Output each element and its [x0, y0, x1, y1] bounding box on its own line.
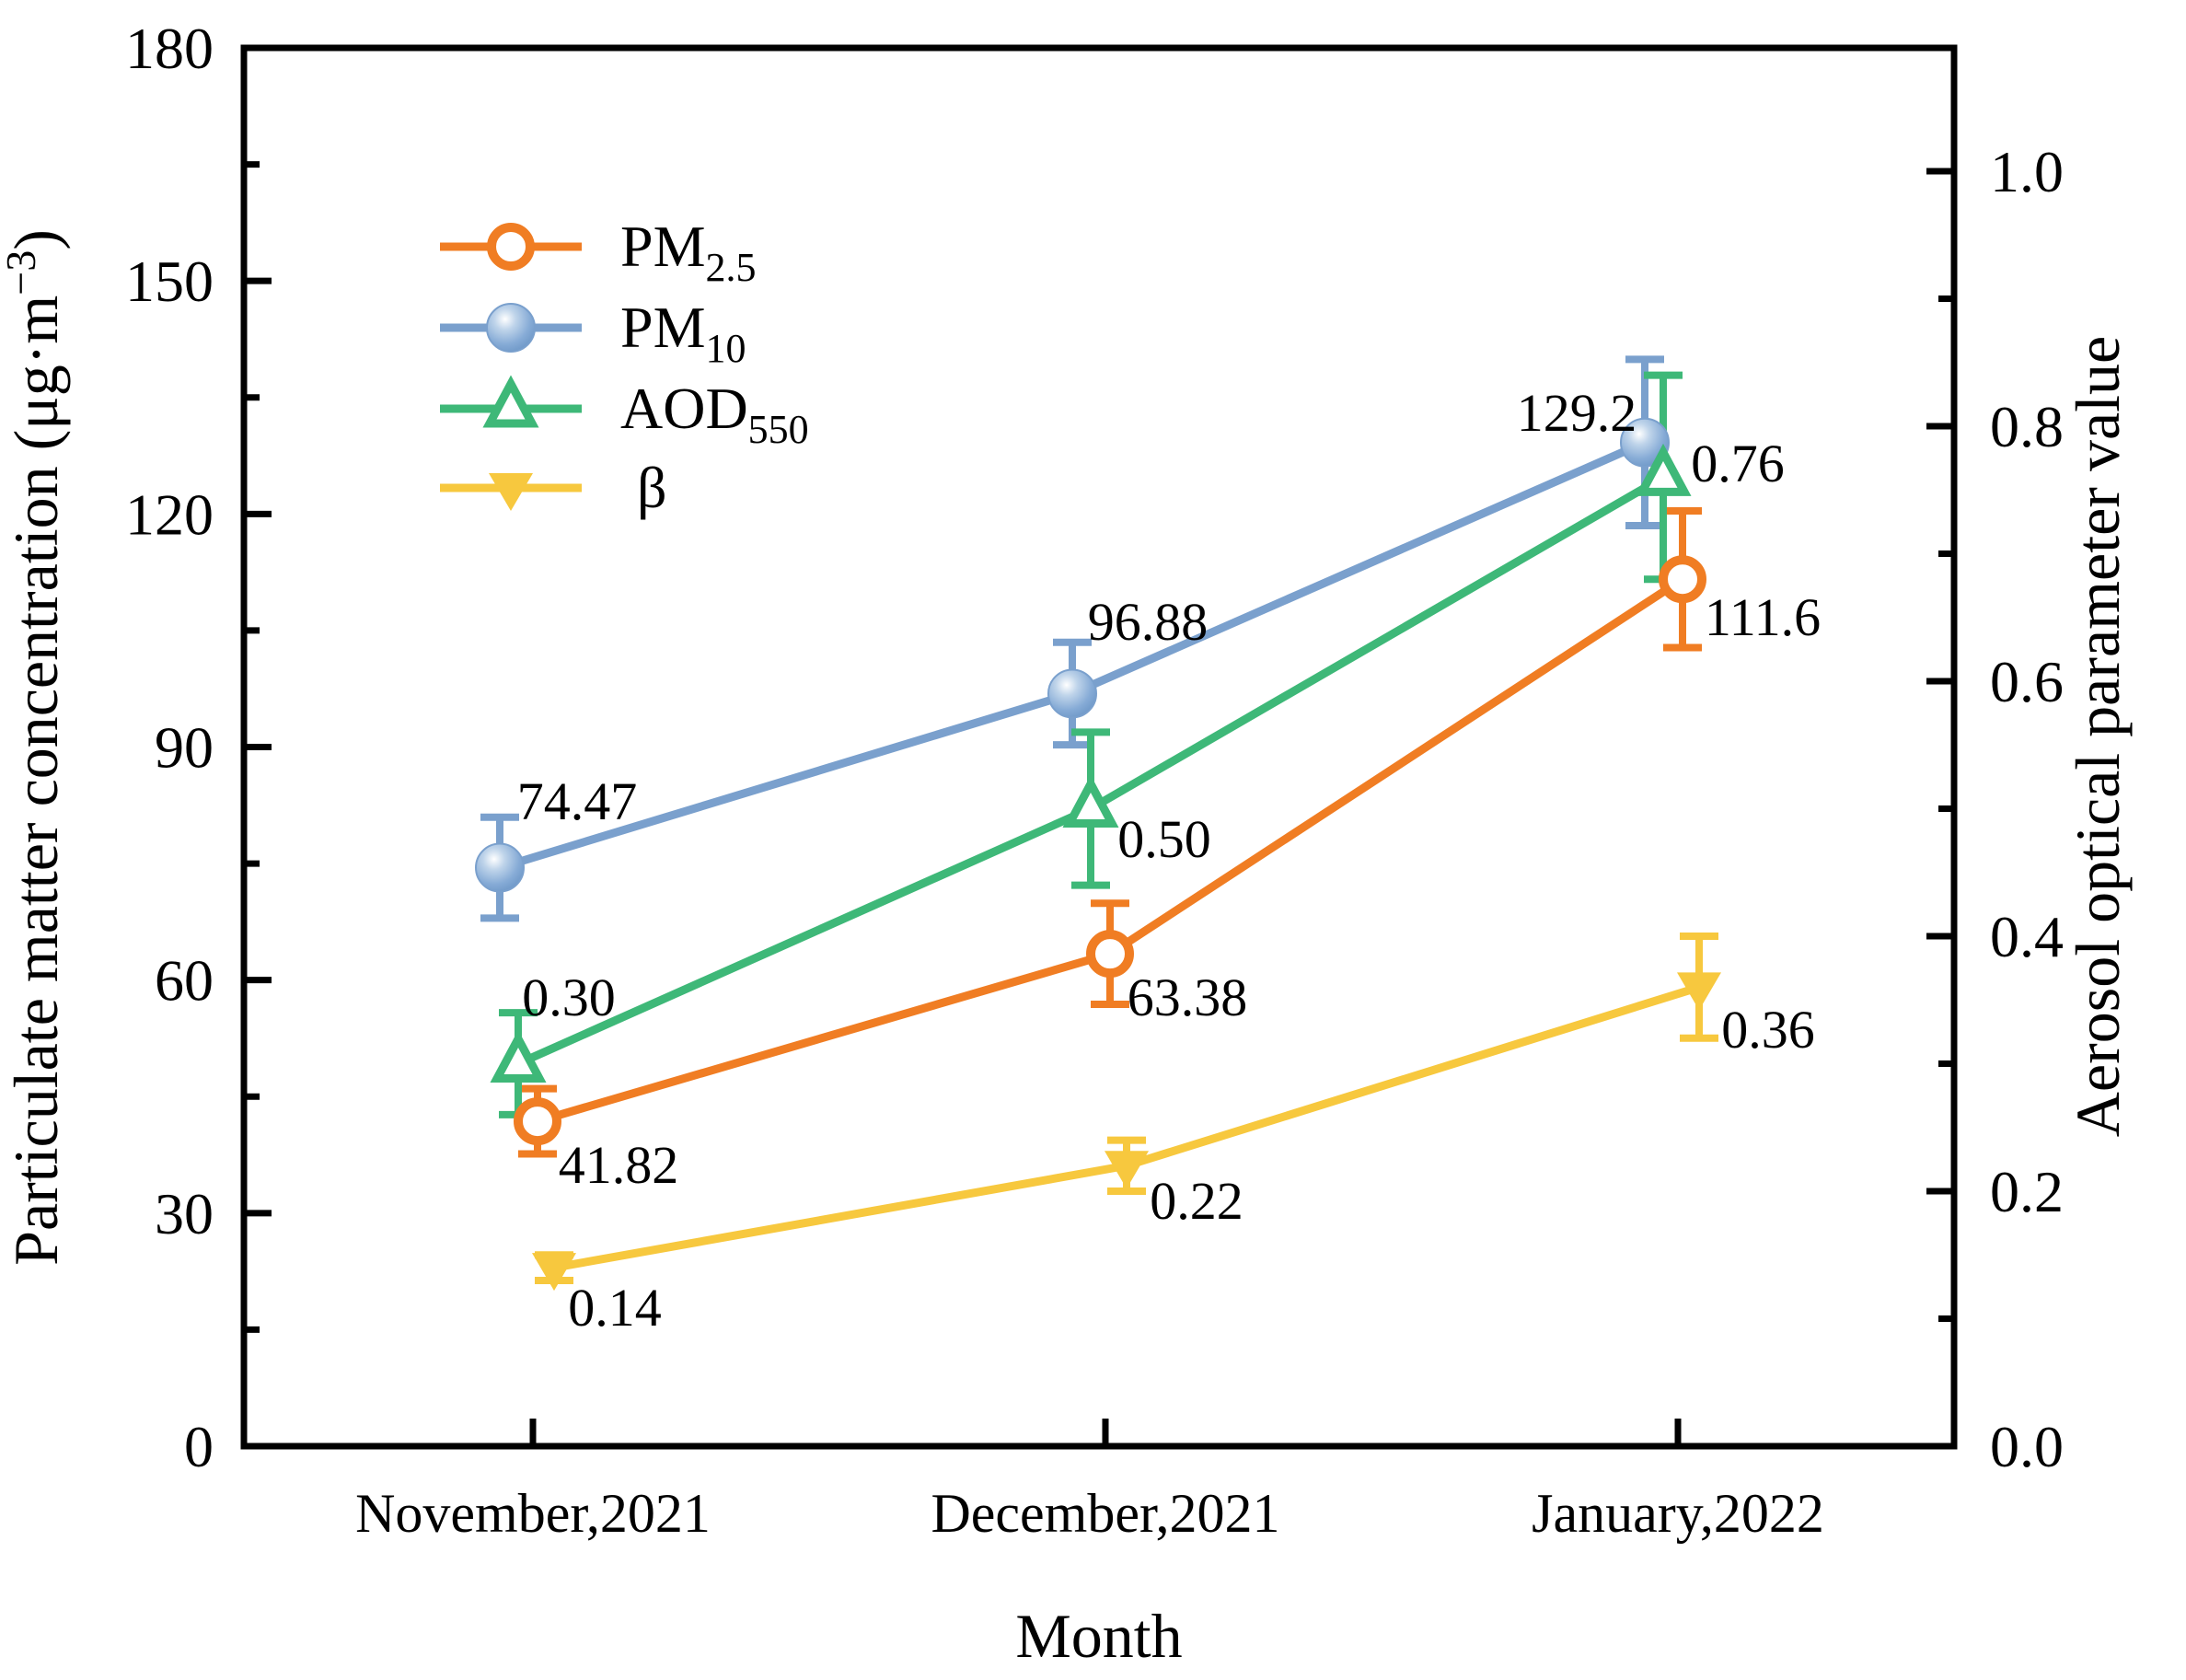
left-axis-tick-label: 150: [125, 249, 214, 314]
marker-open-triangle-up: [1635, 443, 1692, 496]
marker-open-triangle-up: [490, 1029, 547, 1083]
right-axis-tick-label: 0.8: [1990, 394, 2064, 459]
axis-ticks: [244, 44, 1954, 1450]
point-label-pm25: 63.38: [1128, 967, 1248, 1027]
left-axis-title: Particulate matter concentration (μg·m−3…: [0, 229, 71, 1266]
marker-ball-circle: [1047, 668, 1097, 719]
x-axis-category-label: January,2022: [1532, 1483, 1824, 1544]
marker-open-circle: [514, 1097, 561, 1146]
left-axis-tick-label: 120: [125, 481, 214, 547]
legend-label: PM10: [620, 295, 746, 371]
markers-pm10: [475, 417, 1670, 893]
point-label-aod550: 0.50: [1117, 809, 1211, 869]
legend-label-main: AOD: [620, 376, 748, 441]
point-label-aod550: 0.76: [1691, 434, 1785, 493]
point-label-aod550: 0.30: [522, 967, 616, 1027]
legend-label: AOD550: [620, 376, 809, 452]
left-axis-tick-label: 60: [155, 948, 214, 1014]
marker-filled-triangle-down: [1105, 1151, 1149, 1189]
marker-filled-triangle-down: [532, 1253, 576, 1292]
left-axis-tick-label: 90: [155, 715, 214, 781]
left-axis-title-part: ): [1, 229, 71, 250]
point-label-beta: 0.36: [1721, 1000, 1815, 1060]
left-axis-tick-label: 0: [184, 1414, 214, 1479]
left-axis-tick-label: 180: [125, 16, 214, 81]
legend-item-beta: β: [440, 455, 667, 520]
data-series: 41.82 63.38 111.6 74.47 96.88 129.2 0.30 0.50 0.…: [475, 355, 1821, 1338]
legend-label: PM2.5: [620, 214, 757, 290]
marker-ball-circle: [1620, 417, 1670, 468]
legend-label-sub: 10: [706, 326, 746, 371]
legend-item-aod550: AOD550: [440, 375, 809, 452]
marker-ball-circle: [475, 842, 525, 893]
marker-ball-circle: [486, 303, 536, 353]
axis-text: 0 30 60 90 120 150 180 0.0 0.2 0.4 0.6 0.8 1.0 Novemb…: [0, 16, 2133, 1671]
markers-pm25: [514, 555, 1706, 1146]
legend-label-sub: 550: [748, 407, 809, 452]
x-axis-category-label: December,2021: [931, 1483, 1279, 1544]
point-label-pm10: 96.88: [1088, 592, 1209, 652]
left-axis-title-part: Particulate matter concentration (μg·m: [1, 295, 71, 1266]
marker-open-triangle-up: [482, 375, 539, 428]
right-axis-tick-label: 1.0: [1990, 139, 2064, 204]
point-label-beta: 0.14: [568, 1278, 662, 1338]
point-label-pm25: 41.82: [559, 1135, 679, 1195]
marker-open-circle: [487, 223, 535, 271]
series-line-pm25: [533, 574, 1687, 1126]
right-axis-tick-label: 0.0: [1990, 1414, 2064, 1479]
legend-label: β: [637, 455, 667, 520]
point-label-beta: 0.22: [1150, 1171, 1243, 1231]
legend-label-sub: 2.5: [706, 245, 757, 290]
point-label-pm10: 74.47: [517, 771, 638, 831]
x-axis-title: Month: [1015, 1601, 1182, 1671]
marker-open-triangle-up: [1062, 774, 1119, 828]
marker-filled-triangle-down: [489, 473, 533, 511]
right-axis-tick-label: 0.2: [1990, 1159, 2064, 1224]
marker-open-circle: [1086, 930, 1134, 979]
x-axis-category-label: November,2021: [355, 1483, 711, 1544]
legend-label-main: β: [637, 455, 667, 520]
legend-label-main: PM: [620, 214, 706, 279]
point-label-pm10: 129.2: [1517, 383, 1637, 443]
legend-item-pm25: PM2.5: [440, 214, 757, 290]
error-bars-pm10: [480, 355, 1664, 922]
right-axis-tick-label: 0.6: [1990, 649, 2064, 714]
marker-open-circle: [1659, 555, 1706, 604]
right-axis-tick-label: 0.4: [1990, 904, 2064, 969]
series-line-beta: [549, 982, 1704, 1272]
left-axis-tick-label: 30: [155, 1181, 214, 1246]
markers-beta: [532, 972, 1721, 1292]
markers-aod550: [490, 443, 1692, 1083]
legend-item-pm10: PM10: [440, 295, 746, 371]
legend-label-main: PM: [620, 295, 706, 360]
left-axis-title-part: −3: [0, 250, 44, 295]
right-axis-title: Aerosol optical parameter value: [2063, 336, 2133, 1137]
marker-filled-triangle-down: [1677, 972, 1721, 1011]
point-label-pm25: 111.6: [1705, 587, 1821, 647]
